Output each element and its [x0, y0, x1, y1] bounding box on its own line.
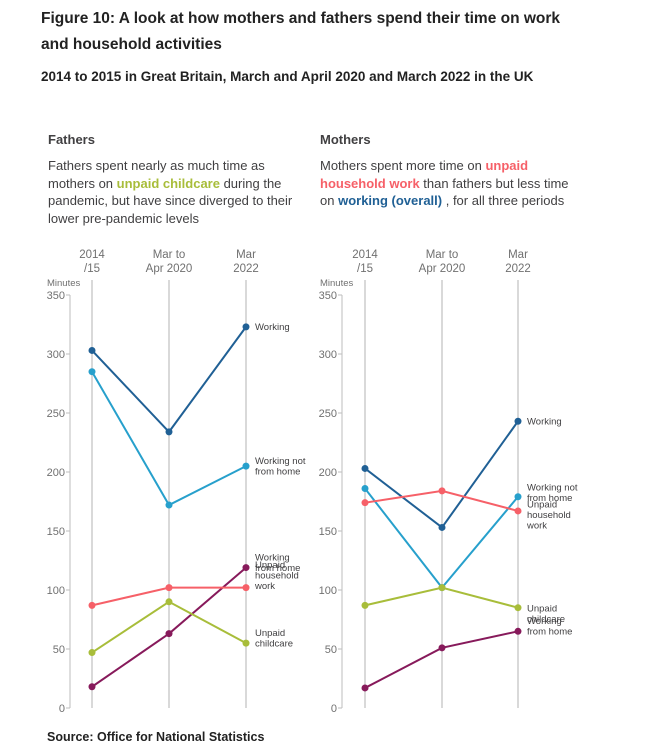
mothers-y-tick-label: 300	[319, 349, 337, 361]
fathers-data-point-working-from-home	[88, 683, 96, 691]
fathers-y-tick-label: 150	[47, 526, 65, 538]
figure-subtitle: 2014 to 2015 in Great Britain, March and…	[41, 69, 534, 84]
mothers-data-point-working-from-home	[361, 684, 369, 692]
fathers-desc-text: Fathers spent nearly as much time as mot…	[48, 158, 265, 191]
fathers-series-label-working-not-from-home: from home	[255, 466, 300, 477]
fathers-data-point-unpaid-household-work	[242, 584, 250, 592]
fathers-data-point-working-from-home	[165, 630, 173, 638]
mothers-x-tick-label: 2014	[352, 249, 378, 261]
mothers-series-label-working-not-from-home: Working not	[527, 483, 578, 494]
mothers-desc-text: Mothers spent more time on	[320, 158, 486, 173]
mothers-y-tick-label: 150	[319, 526, 337, 538]
fathers-x-tick-label: 2022	[233, 263, 259, 275]
fathers-series-label-working-from-home: from home	[255, 563, 300, 574]
mothers-y-tick-label: 50	[325, 644, 337, 656]
mothers-data-point-unpaid-household-work	[438, 487, 446, 495]
fathers-series-label-unpaid-childcare: childcare	[255, 638, 293, 649]
fathers-data-point-unpaid-childcare	[242, 639, 250, 647]
mothers-data-point-working	[438, 523, 446, 531]
mothers-desc-highlight-household: unpaid household work	[320, 158, 529, 191]
mothers-data-point-working-not-from-home	[361, 485, 369, 493]
fathers-x-tick-label: Apr 2020	[146, 263, 193, 275]
fathers-y-tick-label: 350	[47, 290, 65, 302]
fathers-x-tick-label: Mar to	[153, 249, 186, 261]
mothers-series-label-unpaid-childcare: Unpaid	[527, 603, 557, 614]
fathers-x-tick-label: 2014	[79, 249, 105, 261]
fathers-data-point-unpaid-childcare	[88, 649, 96, 657]
fathers-data-point-working	[242, 323, 250, 331]
fathers-desc-text-end: during the pandemic, but have since dive…	[48, 175, 293, 226]
mothers-desc-text-end: , for all three periods	[442, 193, 565, 208]
fathers-series-label-unpaid-household-work: Unpaid	[255, 560, 285, 571]
fathers-data-point-unpaid-household-work	[88, 601, 96, 609]
mothers-x-tick-label: Mar	[508, 249, 528, 261]
mothers-data-point-unpaid-childcare	[361, 601, 369, 609]
mothers-data-point-unpaid-childcare	[514, 604, 522, 612]
mothers-x-tick-label: 2022	[505, 263, 531, 275]
fathers-y-tick-label: 50	[53, 644, 65, 656]
fathers-data-point-working-not-from-home	[242, 462, 250, 470]
fathers-y-tick-label: 0	[59, 703, 65, 715]
mothers-y-axis-label: Minutes	[320, 278, 354, 289]
mothers-x-tick-label: Apr 2020	[419, 263, 466, 275]
fathers-data-point-unpaid-childcare	[165, 598, 173, 606]
figure-title: Figure 10: A look at how mothers and fat…	[41, 10, 561, 53]
mothers-desc-text-middle: than fathers but less time on	[320, 175, 569, 209]
mothers-data-point-unpaid-household-work	[514, 507, 522, 515]
fathers-y-tick-label: 100	[47, 585, 65, 597]
fathers-y-tick-label: 250	[47, 408, 65, 420]
mothers-desc-highlight-working: working (overall)	[338, 193, 443, 208]
mothers-data-point-working-from-home	[438, 644, 446, 652]
mothers-y-tick-label: 250	[319, 408, 337, 420]
fathers-y-tick-label: 200	[47, 467, 65, 479]
mothers-series-label-unpaid-household-work: work	[526, 520, 547, 531]
mothers-data-point-working-not-from-home	[514, 493, 522, 501]
fathers-x-tick-label: /15	[84, 263, 100, 275]
mothers-y-tick-label: 200	[319, 467, 337, 479]
fathers-data-point-working-not-from-home	[88, 368, 96, 376]
mothers-series-label-unpaid-household-work: Unpaid	[527, 499, 557, 510]
fathers-y-tick-label: 300	[47, 349, 65, 361]
mothers-x-tick-label: Mar to	[426, 249, 459, 261]
fathers-data-point-unpaid-household-work	[165, 584, 173, 592]
mothers-description: Mothers spent more time on unpaid househ…	[320, 157, 570, 210]
fathers-y-axis-label: Minutes	[47, 278, 81, 289]
mothers-data-point-working	[514, 417, 522, 425]
source-note: Source: Office for National Statistics	[47, 730, 265, 744]
fathers-series-label-unpaid-household-work: work	[254, 581, 275, 592]
mothers-y-tick-label: 350	[319, 290, 337, 302]
fathers-data-point-working	[88, 346, 96, 354]
mothers-series-label-working-not-from-home: from home	[527, 493, 572, 504]
mothers-data-point-unpaid-childcare	[438, 584, 446, 592]
mothers-data-point-working-from-home	[514, 627, 522, 635]
mothers-y-tick-label: 100	[319, 585, 337, 597]
fathers-series-label-unpaid-childcare: Unpaid	[255, 628, 285, 639]
fathers-series-label-working-from-home: Working	[255, 552, 290, 563]
mothers-data-point-unpaid-household-work	[361, 499, 369, 507]
mothers-data-point-working	[361, 464, 369, 472]
mothers-series-label-working-from-home: Working	[527, 616, 562, 627]
fathers-description: Fathers spent nearly as much time as mot…	[48, 157, 308, 227]
mothers-panel-title: Mothers	[320, 132, 371, 147]
mothers-series-label-unpaid-childcare: childcare	[527, 614, 565, 625]
fathers-data-point-working-from-home	[242, 564, 250, 572]
mothers-y-tick-label: 0	[331, 703, 337, 715]
fathers-x-tick-label: Mar	[236, 249, 256, 261]
fathers-data-point-working	[165, 428, 173, 436]
fathers-desc-highlight-childcare: unpaid childcare	[116, 175, 220, 191]
mothers-series-label-working-from-home: from home	[527, 627, 572, 638]
mothers-x-tick-label: /15	[357, 263, 373, 275]
fathers-panel-title: Fathers	[48, 132, 95, 147]
fathers-series-label-working: Working	[255, 322, 290, 333]
fathers-series-label-unpaid-household-work: household	[255, 571, 299, 582]
fathers-series-label-working-not-from-home: Working not	[255, 456, 306, 467]
mothers-series-label-working: Working	[527, 416, 562, 427]
mothers-series-label-unpaid-household-work: household	[527, 510, 571, 521]
fathers-data-point-working-not-from-home	[165, 501, 173, 509]
